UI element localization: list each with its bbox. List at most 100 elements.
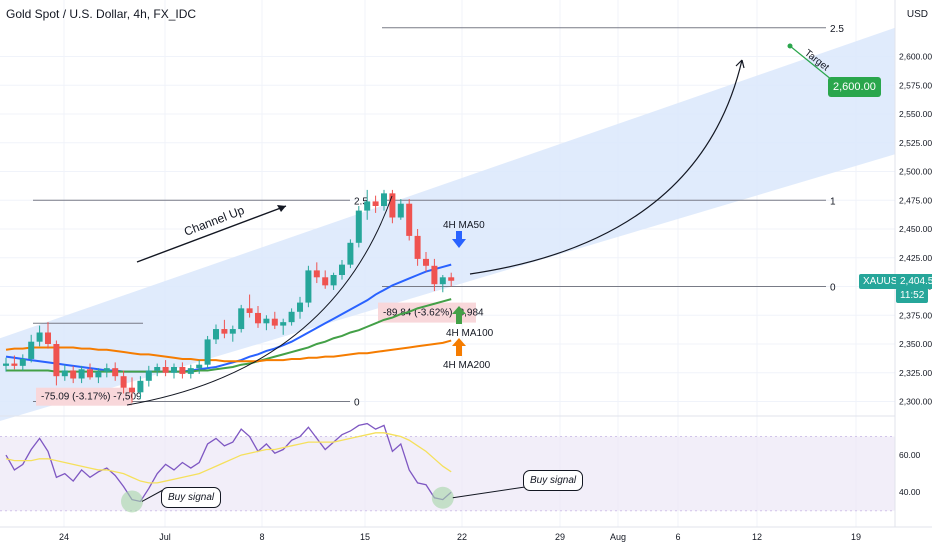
time-tick-label: 12 [752, 532, 762, 542]
chart-title: Gold Spot / U.S. Dollar, 4h, FX_IDC [6, 7, 197, 21]
candle-body [339, 264, 345, 275]
candle-body [61, 370, 68, 377]
candle-body [87, 369, 93, 378]
candle-body [280, 322, 287, 326]
price-tick-label: 2,325.00 [899, 368, 932, 378]
target-price-box: 2,600.00 [828, 77, 881, 97]
time-tick-label: 19 [851, 532, 861, 542]
candle-body [297, 302, 303, 312]
buy-signal-callout-2: Buy signal [523, 470, 584, 491]
candle-body [406, 203, 413, 236]
price-tick-label: 2,500.00 [899, 167, 932, 177]
candle-body [36, 332, 43, 342]
candle-body [45, 332, 51, 344]
measure-label-1: -75.09 (-3.17%) -7,509 [41, 392, 142, 403]
buy-signal-pointer-1 [141, 489, 164, 502]
fib-b-one-label: 1 [830, 196, 836, 207]
candle-body [137, 380, 144, 393]
candle-body [448, 277, 455, 281]
ma-line-4h-ma50 [5, 263, 452, 373]
candle-body [330, 275, 337, 286]
fib-b-zero-label: 0 [830, 283, 836, 294]
fib-b-top-label: 2.5 [830, 24, 844, 35]
currency-label: USD [906, 9, 928, 20]
bar-countdown: 11:52 [896, 288, 929, 303]
candle-body [53, 344, 60, 377]
candle-body [19, 358, 26, 366]
candle-body [171, 367, 177, 373]
time-tick-label: 6 [675, 532, 680, 542]
buy-signal-marker-2 [431, 486, 454, 509]
price-tick-label: 2,375.00 [899, 310, 932, 320]
time-tick-label: 29 [555, 532, 565, 542]
candle-body [305, 270, 312, 303]
candle-body [423, 258, 429, 266]
channel-arrowhead [277, 205, 286, 212]
fib-a-zero-label: 0 [354, 398, 360, 409]
candle-body [313, 270, 320, 278]
price-tick-label: 2,525.00 [899, 138, 932, 148]
candle-body [129, 387, 135, 393]
time-tick-label: 22 [457, 532, 467, 542]
candle-body [439, 277, 446, 285]
fib-a-top-label: 2.5 [354, 196, 368, 207]
price-tick-label: 2,575.00 [899, 80, 932, 90]
rsi-line [5, 422, 452, 503]
time-tick-label: Jul [159, 532, 171, 542]
candle-body [414, 235, 421, 259]
rsi-ma-line [5, 432, 452, 484]
candle-body [103, 368, 110, 372]
candle-body [145, 370, 152, 381]
ma50-arrow [452, 231, 466, 248]
candle-body [322, 277, 329, 286]
candle-body [11, 363, 18, 366]
candle-body [162, 367, 169, 373]
candle-body [187, 368, 194, 374]
ma-line-4h-ma200 [5, 339, 452, 363]
candle-body [389, 193, 396, 218]
candle-body [204, 339, 211, 365]
target-line [789, 45, 833, 81]
candle-body [154, 367, 161, 371]
candle-body [28, 341, 35, 359]
channel-up-band [0, 27, 895, 422]
price-tick-label: 2,425.00 [899, 253, 932, 263]
price-tick-label: 2,300.00 [899, 397, 932, 407]
candle-body [263, 318, 270, 324]
channel-arrow [136, 205, 287, 263]
candle-body [238, 308, 245, 330]
rsi-tick-label: 60.00 [899, 450, 921, 460]
candle-body [213, 329, 219, 340]
candle-body [78, 369, 85, 379]
candle-body [179, 367, 186, 374]
projection-curve [469, 59, 743, 275]
candle-body [288, 311, 295, 323]
time-tick-label: 8 [259, 532, 264, 542]
price-tick-label: 2,350.00 [899, 339, 932, 349]
candle-body [112, 368, 119, 377]
rsi-pane [0, 415, 895, 513]
candle-body [3, 363, 9, 366]
candle-body [431, 265, 438, 285]
ma100-label: 4H MA100 [446, 328, 494, 339]
candle-body [355, 210, 362, 243]
buy-signal-marker-1 [121, 490, 143, 513]
ma200-arrow [452, 338, 466, 356]
time-tick-label: 15 [360, 532, 370, 542]
candle-body [120, 376, 127, 388]
rsi-tick-label: 40.00 [899, 487, 921, 497]
measure-label-2: -89.84 (-3.62%) -8,984 [383, 308, 484, 319]
fib-levels: 0 2.5 0 1 2.5 -75.09 (-3.17%) -7,509 -89.84 (-… [33, 24, 844, 409]
buy-signal-pointer-2 [452, 486, 526, 499]
candle-body [347, 242, 354, 265]
time-tick-label: Aug [610, 532, 626, 542]
measure-box-2 [378, 302, 476, 323]
candle-body [397, 203, 404, 218]
projection-arrowhead [735, 59, 745, 69]
price-tick-label: 2,450.00 [899, 224, 932, 234]
price-tick-label: 2,475.00 [899, 195, 932, 205]
candle-body [229, 329, 236, 334]
candle-body [255, 312, 261, 324]
ma50-label: 4H MA50 [443, 220, 485, 231]
